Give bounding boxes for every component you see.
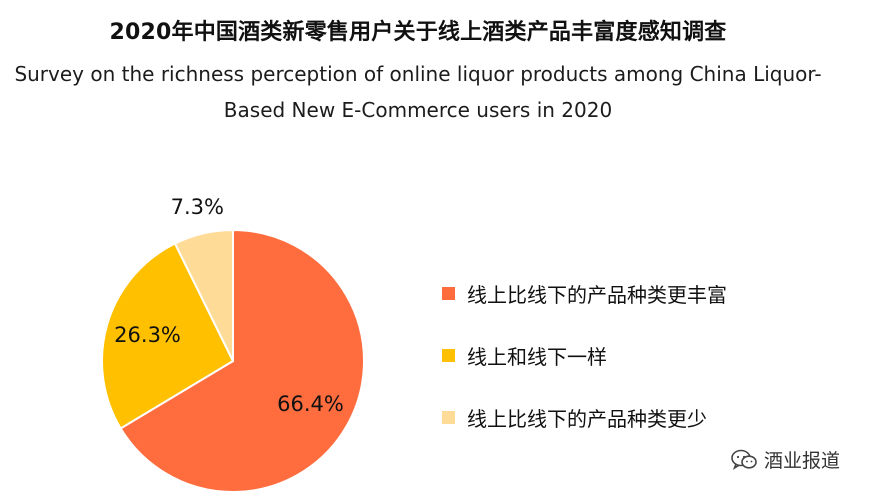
legend-swatch-same [442,348,455,362]
wechat-icon [731,449,757,470]
pie-slice-same [101,242,235,430]
legend-label-same: 线上和线下一样 [467,344,607,369]
watermark: 酒业报道 [730,446,840,473]
legend: 线上比线下的产品种类更丰富 线上和线下一样 线上比线下的产品种类更少 [442,278,727,464]
chart-subtitle-line-1: Survey on the richness perception of onl… [14,62,822,86]
legend-swatch-fewer [442,410,455,424]
pie-slice-fewer [173,228,234,362]
legend-label-richer: 线上比线下的产品种类更丰富 [467,282,727,307]
legend-item-richer: 线上比线下的产品种类更丰富 [442,278,727,308]
data-label-fewer: 7.3% [171,195,224,219]
chart-subtitle-line-2: Based New E-Commerce users in 2020 [223,98,613,122]
chart-title: 2020年中国酒类新零售用户关于线上酒类产品丰富度感知调查 [109,20,727,45]
legend-item-fewer: 线上比线下的产品种类更少 [442,402,727,432]
pie-data-labels: 66.4% 26.3% 7.3% [114,195,344,416]
legend-swatch-richer [442,286,455,300]
pie-slices [101,228,365,493]
legend-label-fewer: 线上比线下的产品种类更少 [467,406,707,431]
pie-slice-richer [119,228,365,493]
legend-item-same: 线上和线下一样 [442,340,727,370]
data-label-richer: 66.4% [277,392,344,416]
watermark-text: 酒业报道 [763,450,840,472]
data-label-same: 26.3% [114,323,181,347]
